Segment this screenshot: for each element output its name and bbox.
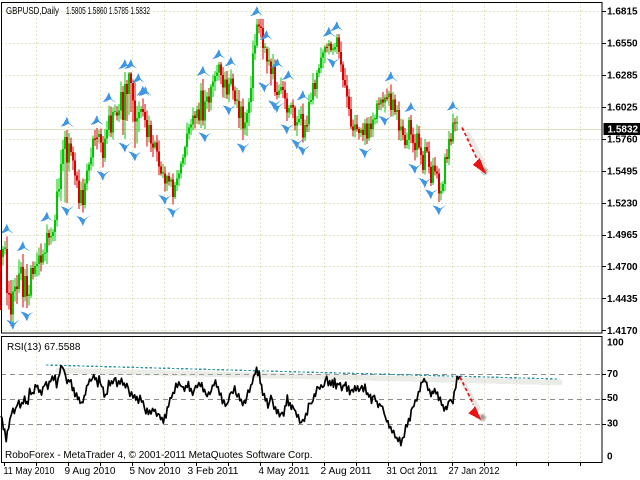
svg-text:5 Nov 2010: 5 Nov 2010 [130, 466, 181, 477]
svg-text:31 Oct 2011: 31 Oct 2011 [387, 466, 438, 477]
svg-text:0: 0 [607, 452, 613, 463]
svg-text:1.5495: 1.5495 [607, 166, 638, 177]
svg-text:1.6815: 1.6815 [607, 7, 638, 18]
svg-text:1.6025: 1.6025 [607, 103, 638, 114]
svg-text:3 Feb 2011: 3 Feb 2011 [188, 466, 239, 477]
svg-text:1.5832: 1.5832 [608, 124, 639, 135]
svg-text:1.4700: 1.4700 [607, 262, 638, 273]
svg-text:RoboForex - MetaTrader 4, © 20: RoboForex - MetaTrader 4, © 2001-2011 Me… [5, 450, 313, 461]
svg-text:4 May 2011: 4 May 2011 [259, 466, 310, 477]
svg-text:100: 100 [607, 338, 624, 349]
svg-text:2 Aug 2011: 2 Aug 2011 [321, 466, 372, 477]
svg-text:1.5230: 1.5230 [607, 198, 638, 209]
svg-text:1.4170: 1.4170 [607, 326, 638, 337]
svg-text:9 Aug 2010: 9 Aug 2010 [65, 466, 116, 477]
svg-text:1.4435: 1.4435 [607, 294, 638, 305]
svg-text:RSI(13) 67.5588: RSI(13) 67.5588 [7, 342, 81, 353]
svg-text:50: 50 [607, 393, 619, 404]
svg-text:1.5760: 1.5760 [607, 134, 638, 145]
svg-text:1.6550: 1.6550 [607, 39, 638, 50]
svg-text:1.4965: 1.4965 [607, 230, 638, 241]
svg-text:27 Jan 2012: 27 Jan 2012 [449, 466, 500, 477]
svg-text:1.5805 1.5860 1.5785 1.5832: 1.5805 1.5860 1.5785 1.5832 [66, 6, 150, 17]
svg-text:70: 70 [607, 369, 619, 380]
svg-text:11 May 2010: 11 May 2010 [4, 466, 55, 477]
svg-text:GBPUSD,Daily: GBPUSD,Daily [6, 6, 59, 17]
svg-text:1.6285: 1.6285 [607, 71, 638, 82]
svg-text:30: 30 [607, 419, 619, 430]
